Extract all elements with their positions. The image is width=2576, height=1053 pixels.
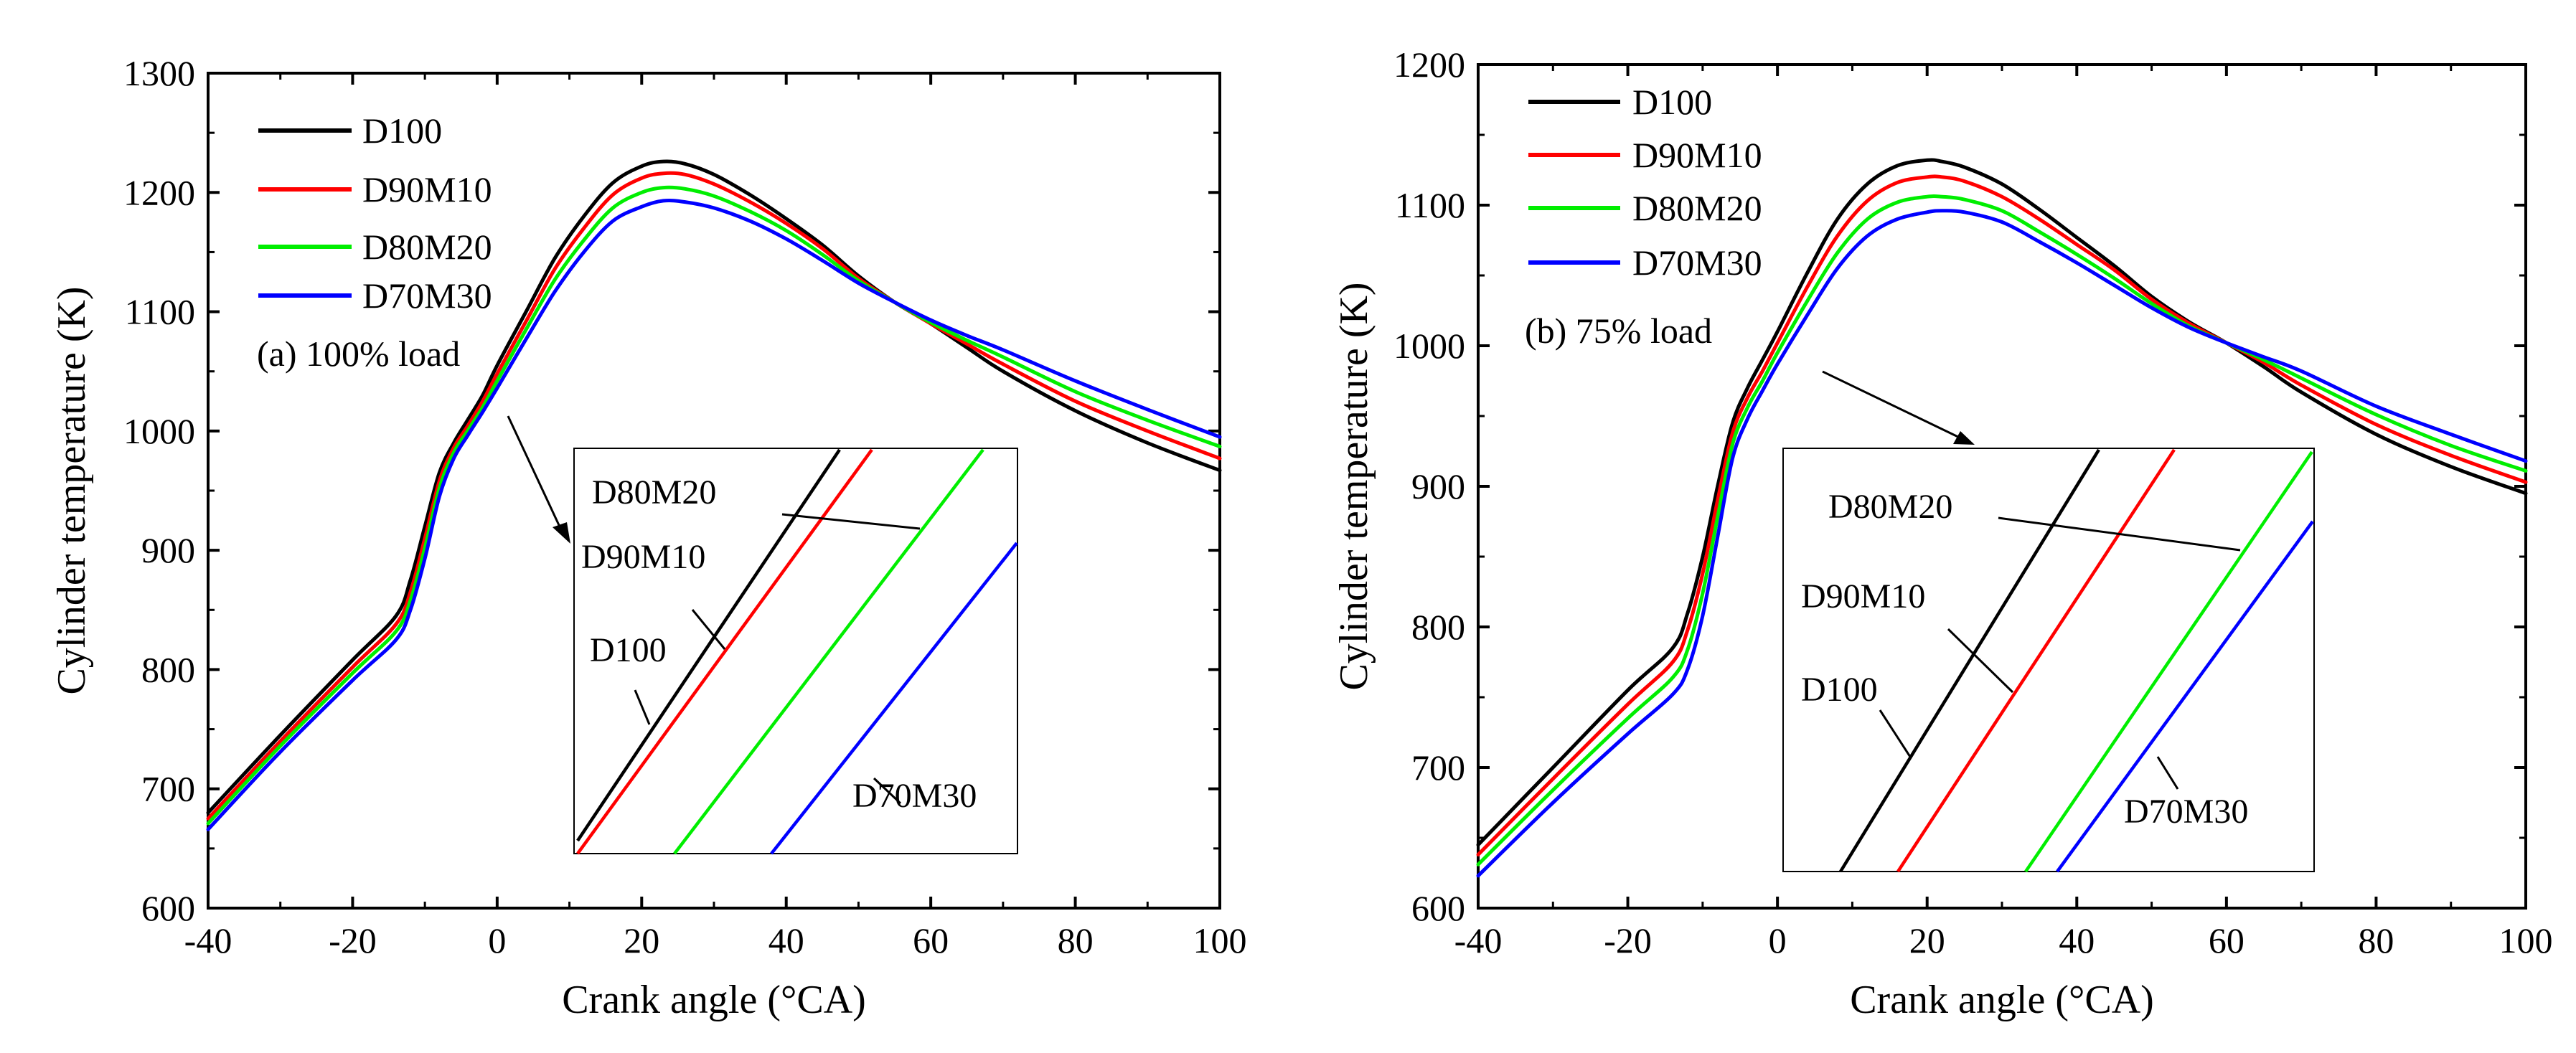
y-tick-label-b: 900	[1411, 466, 1465, 506]
inset-line-d70m30-b	[2056, 520, 2314, 873]
inset-leader-d70m30-a	[873, 777, 902, 805]
x-tick-label-b: 60	[2209, 920, 2244, 960]
x-tick-label-b: 40	[2059, 920, 2095, 960]
inset-leader-d100-b	[1879, 709, 1912, 757]
x-tick-label-a: -40	[184, 920, 232, 960]
inset-leader-d90m10-b	[1947, 628, 2014, 694]
series-line-d70m30-b	[1476, 209, 2528, 878]
inset-label-d100-a: D100	[590, 631, 667, 669]
y-tick-label-b: 600	[1411, 888, 1465, 928]
x-tick-label-a: -20	[329, 920, 377, 960]
y-tick-label-b: 1200	[1393, 44, 1465, 85]
inset-leader-d90m10-a	[691, 609, 726, 650]
legend-label-d90m10-b: D90M10	[1632, 135, 1762, 175]
y-tick-label-a: 1000	[123, 411, 195, 451]
inset-leader-d100-a	[634, 689, 651, 725]
y-axis-label-a: Cylinder temperature (K)	[50, 286, 94, 694]
y-tick-label-b: 1000	[1393, 326, 1465, 366]
legend-a: D100 D90M10 D80M20 D70M30	[258, 110, 492, 316]
x-axis-label-b: Crank angle (°CA)	[1850, 978, 2154, 1022]
zoom-arrow-a	[507, 415, 570, 544]
x-tick-label-b: -40	[1454, 920, 1503, 960]
x-tick-label-a: 0	[488, 920, 506, 960]
x-tick-label-b: 0	[1769, 920, 1787, 960]
y-tick-label-a: 700	[141, 769, 195, 809]
inset-leader-d70m30-b	[2156, 756, 2179, 790]
y-axis-label-b: Cylinder temperature (K)	[1332, 282, 1376, 690]
x-tick-label-b: 20	[1909, 920, 1945, 960]
y-tick-label-a: 1100	[125, 292, 195, 332]
legend-b: D100 D90M10 D80M20 D70M30	[1528, 82, 1762, 283]
x-tick-label-b: 80	[2358, 920, 2394, 960]
x-tick-label-a: 80	[1058, 920, 1094, 960]
axis-ticks-b: -40 -20 0 20 40 60 80 100 600 700 800 900 1000 1100 12…	[1393, 44, 2553, 960]
legend-label-d80m20-a: D80M20	[362, 227, 492, 267]
y-tick-label-b: 700	[1411, 747, 1465, 788]
inset-line-d90m10-b	[1896, 448, 2176, 873]
inset-label-d90m10-b: D90M10	[1801, 577, 1925, 615]
y-tick-label-a: 900	[141, 530, 195, 570]
x-tick-label-a: 100	[1193, 920, 1247, 960]
inset-a: D80M20 D90M10 D100 D70M30	[573, 448, 1018, 855]
inset-label-d100-b: D100	[1801, 671, 1878, 709]
inset-label-d80m20-b: D80M20	[1828, 488, 1952, 526]
y-tick-label-b: 1100	[1395, 185, 1465, 225]
panel-b-75-load: -40 -20 0 20 40 60 80 100 600 700 800 900 1000 1100 12…	[1332, 44, 2553, 1022]
inset-leader-d80m20-a	[781, 513, 921, 530]
series-line-d80m20-a	[206, 185, 1222, 826]
legend-label-d70m30-b: D70M30	[1632, 242, 1762, 283]
series-group-a	[206, 159, 1222, 831]
inset-frame-b	[1782, 448, 2315, 872]
legend-label-d90m10-a: D90M10	[362, 169, 492, 209]
legend-label-d100-b: D100	[1632, 82, 1712, 122]
series-group-b	[1476, 158, 2528, 878]
inset-label-d90m10-a: D90M10	[581, 538, 705, 576]
series-line-d70m30-a	[206, 198, 1222, 831]
x-tick-label-b: -20	[1604, 920, 1652, 960]
inset-line-d80m20-b	[2024, 450, 2313, 873]
inset-line-d80m20-a	[673, 448, 984, 855]
inset-line-d70m30-a	[770, 542, 1018, 855]
panel-label-b: (b) 75% load	[1525, 311, 1712, 351]
inset-line-d100-b	[1839, 448, 2100, 873]
legend-label-d70m30-a: D70M30	[362, 275, 492, 316]
y-tick-label-a: 600	[141, 888, 195, 928]
inset-line-d90m10-a	[576, 448, 873, 855]
axis-ticks-a: -40 -20 0 20 40 60 80 100 600 700 800 900 1000 1100 12…	[123, 53, 1247, 960]
legend-label-d80m20-b: D80M20	[1632, 188, 1762, 228]
inset-label-d70m30-b: D70M30	[2124, 793, 2248, 831]
inset-label-d80m20-a: D80M20	[592, 473, 716, 511]
y-tick-label-a: 1200	[123, 172, 195, 212]
series-line-d90m10-a	[206, 171, 1222, 821]
x-tick-label-b: 100	[2499, 920, 2553, 960]
zoom-arrow-b	[1822, 370, 1975, 445]
legend-label-d100-a: D100	[362, 110, 442, 151]
x-tick-label-a: 40	[768, 920, 804, 960]
inset-b: D80M20 D90M10 D100 D70M30	[1782, 448, 2315, 873]
panel-label-a: (a) 100% load	[257, 334, 460, 374]
inset-label-d70m30-a: D70M30	[852, 777, 977, 815]
y-tick-label-a: 800	[141, 649, 195, 689]
panel-a-100-load: -40 -20 0 20 40 60 80 100 600 700 800 900 1000 1100 12…	[50, 53, 1247, 1022]
y-tick-label-b: 800	[1411, 607, 1465, 647]
x-tick-label-a: 20	[624, 920, 659, 960]
inset-leader-d80m20-b	[1998, 516, 2241, 552]
y-tick-label-a: 1300	[123, 53, 195, 93]
x-axis-label-a: Crank angle (°CA)	[562, 978, 866, 1022]
x-tick-label-a: 60	[913, 920, 949, 960]
